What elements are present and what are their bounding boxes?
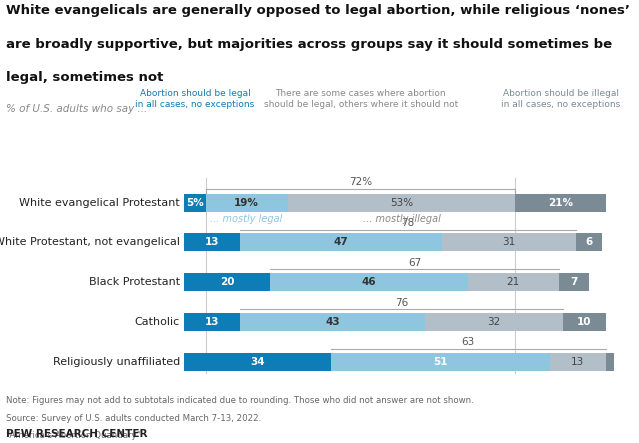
Text: 13: 13 <box>571 357 585 366</box>
Text: % of U.S. adults who say ...: % of U.S. adults who say ... <box>6 104 148 114</box>
Text: There are some cases where abortion
should be legal, others where it should not: There are some cases where abortion shou… <box>263 89 458 109</box>
Bar <box>468 273 558 291</box>
Text: 31: 31 <box>502 237 516 248</box>
Text: 78: 78 <box>401 218 415 228</box>
Text: Abortion should be illegal
in all cases, no exceptions: Abortion should be illegal in all cases,… <box>501 89 620 109</box>
Text: 32: 32 <box>488 317 500 327</box>
Bar <box>184 273 270 291</box>
Text: 7: 7 <box>570 277 577 287</box>
Bar <box>206 194 288 212</box>
Text: “America’s Abortion Quandary”: “America’s Abortion Quandary” <box>6 431 141 440</box>
Text: 20: 20 <box>220 277 235 287</box>
Bar <box>606 353 615 370</box>
Bar <box>563 313 606 331</box>
Bar <box>550 353 606 370</box>
Bar <box>184 194 206 212</box>
Text: 46: 46 <box>362 277 376 287</box>
Text: ... mostly illegal: ... mostly illegal <box>362 214 440 224</box>
Text: PEW RESEARCH CENTER: PEW RESEARCH CENTER <box>6 428 148 439</box>
Bar <box>240 233 442 251</box>
Text: Abortion should be legal
in all cases, no exceptions: Abortion should be legal in all cases, n… <box>135 89 255 109</box>
Text: 6: 6 <box>585 237 592 248</box>
Text: 72%: 72% <box>349 177 372 187</box>
Text: 67: 67 <box>408 258 421 268</box>
Text: legal, sometimes not: legal, sometimes not <box>6 71 164 84</box>
Bar <box>425 313 563 331</box>
Bar <box>442 233 576 251</box>
Text: White Protestant, not evangelical: White Protestant, not evangelical <box>0 237 180 248</box>
Text: 10: 10 <box>577 317 592 327</box>
Text: ... mostly legal: ... mostly legal <box>210 214 283 224</box>
Text: White evangelicals are generally opposed to legal abortion, while religious ‘non: White evangelicals are generally opposed… <box>6 4 631 17</box>
Text: 21%: 21% <box>548 198 573 208</box>
Text: 47: 47 <box>334 237 349 248</box>
Text: Note: Figures may not add to subtotals indicated due to rounding. Those who did : Note: Figures may not add to subtotals i… <box>6 396 474 405</box>
Bar <box>184 353 330 370</box>
Bar <box>240 313 425 331</box>
Text: 13: 13 <box>205 237 219 248</box>
Bar <box>516 194 606 212</box>
Text: 34: 34 <box>250 357 265 366</box>
Text: 51: 51 <box>433 357 447 366</box>
Text: 76: 76 <box>395 298 408 308</box>
Bar <box>270 273 468 291</box>
Text: Black Protestant: Black Protestant <box>89 277 180 287</box>
Bar <box>558 273 589 291</box>
Text: 21: 21 <box>507 277 520 287</box>
Text: White evangelical Protestant: White evangelical Protestant <box>19 198 180 208</box>
Bar <box>288 194 516 212</box>
Text: 5%: 5% <box>186 198 204 208</box>
Text: 63: 63 <box>461 338 475 347</box>
Bar <box>576 233 601 251</box>
Text: 43: 43 <box>325 317 340 327</box>
Text: 13: 13 <box>205 317 219 327</box>
Text: 19%: 19% <box>235 198 259 208</box>
Bar <box>330 353 550 370</box>
Text: 53%: 53% <box>390 198 413 208</box>
Text: Religiously unaffiliated: Religiously unaffiliated <box>52 357 180 366</box>
Text: are broadly supportive, but majorities across groups say it should sometimes be: are broadly supportive, but majorities a… <box>6 38 613 51</box>
Bar <box>184 233 240 251</box>
Bar <box>184 313 240 331</box>
Text: Catholic: Catholic <box>135 317 180 327</box>
Text: Source: Survey of U.S. adults conducted March 7-13, 2022.: Source: Survey of U.S. adults conducted … <box>6 414 261 423</box>
